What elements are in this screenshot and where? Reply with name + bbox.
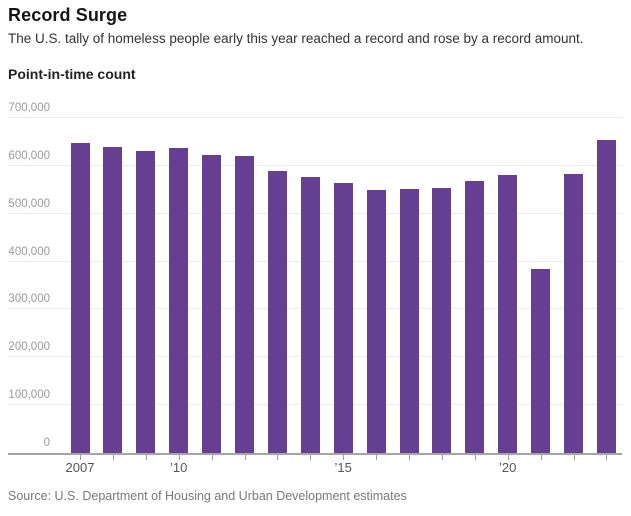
x-axis-tick [474, 455, 476, 460]
y-axis-tick-label: 500,000 [8, 197, 50, 210]
x-axis-tick [244, 455, 246, 460]
x-axis-tick [112, 455, 114, 460]
x-axis-tick [540, 455, 542, 460]
bar [564, 174, 583, 453]
y-axis-tick-label: 0 [43, 437, 50, 449]
bar [267, 170, 287, 453]
x-axis-tick-label: ’10 [170, 460, 188, 475]
x-axis-tick [441, 455, 443, 460]
x-axis-tick-label: ’15 [334, 460, 352, 475]
x-axis-tick [80, 455, 81, 460]
x-axis-tick [277, 455, 279, 460]
y-axis-tick-label: 600,000 [8, 149, 50, 162]
source-note: Source: U.S. Department of Housing and U… [8, 489, 407, 503]
bar [366, 189, 386, 453]
bar [136, 151, 156, 453]
x-axis-tick-label: 2007 [65, 460, 95, 475]
y-axis-tick-label: 100,000 [8, 389, 50, 402]
y-axis-tick-label: 300,000 [8, 293, 50, 306]
x-axis-tick [376, 455, 378, 460]
bar [103, 146, 123, 453]
x-axis-tick [145, 455, 147, 460]
bar [235, 155, 254, 453]
y-axis-tick-label: 700,000 [8, 102, 50, 115]
x-axis-tick [343, 455, 345, 460]
x-axis-line [8, 453, 622, 455]
x-axis-tick [211, 455, 213, 460]
bar [399, 189, 419, 453]
bar [202, 154, 222, 453]
y-axis-title: Point-in-time count [8, 66, 136, 82]
y-axis-tick-label: 400,000 [8, 245, 50, 258]
x-axis-tick [178, 455, 180, 460]
chart-subtitle: The U.S. tally of homeless people early … [8, 31, 584, 46]
x-axis-tick [310, 455, 312, 460]
bar [333, 182, 353, 453]
x-axis-tick [409, 455, 410, 460]
x-axis-tick-label: ’20 [499, 460, 517, 475]
gridline [8, 117, 622, 119]
y-axis-tick-label: 200,000 [8, 341, 50, 354]
bar [432, 188, 452, 453]
bar [300, 177, 320, 453]
x-axis-tick [573, 455, 575, 460]
x-axis-tick [606, 455, 608, 460]
bar [169, 148, 189, 453]
bar [465, 181, 485, 453]
bar [70, 143, 90, 453]
gridline [8, 164, 622, 166]
bar [531, 268, 551, 453]
x-axis-tick [507, 455, 509, 460]
bar [498, 175, 518, 453]
chart-title: Record Surge [8, 5, 128, 25]
bar [596, 140, 616, 453]
